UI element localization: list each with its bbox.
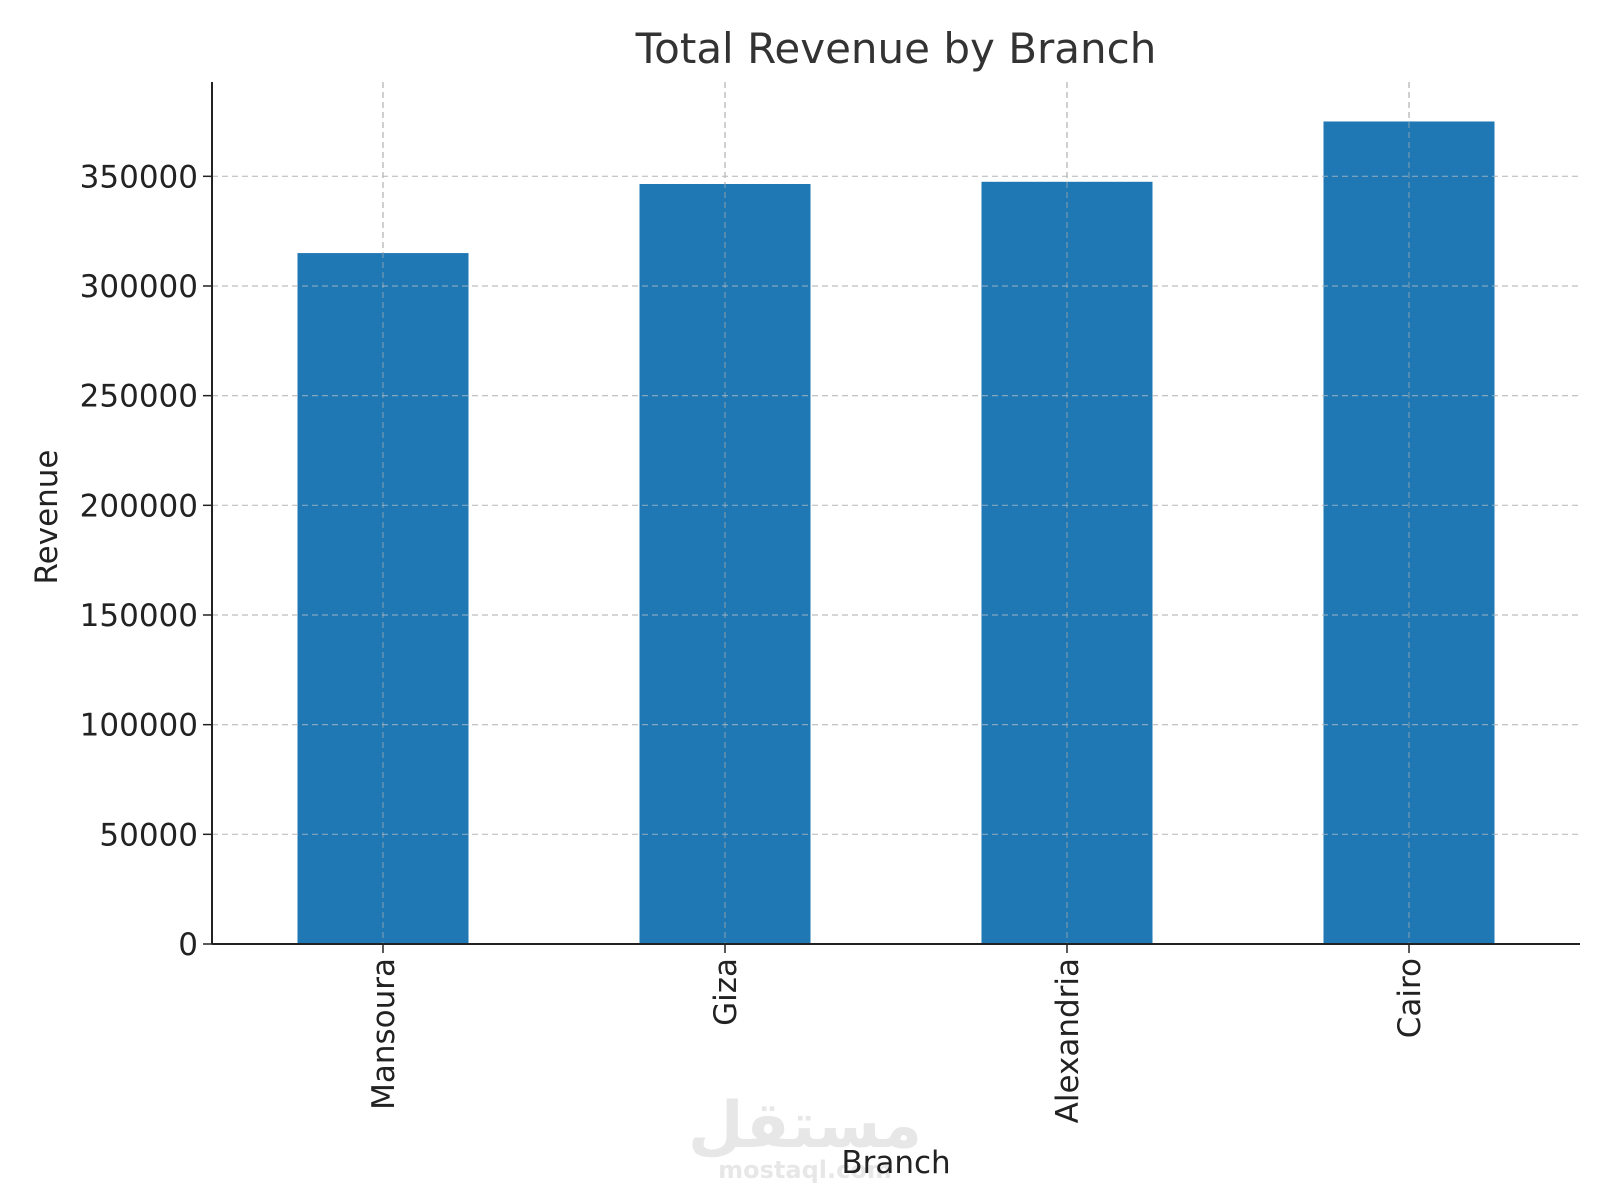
y-tick-label: 0 bbox=[178, 927, 198, 963]
chart-title: Total Revenue by Branch bbox=[635, 24, 1157, 73]
y-tick-label: 150000 bbox=[80, 598, 198, 634]
watermark-latin: mostaql.com bbox=[718, 1156, 892, 1184]
x-tick-label: Giza bbox=[708, 958, 744, 1026]
bar-mansoura bbox=[297, 253, 469, 944]
x-tick-label: Mansoura bbox=[366, 958, 402, 1110]
grid-overlay bbox=[212, 175, 1580, 835]
x-axis-label: Branch bbox=[841, 1145, 950, 1181]
x-tick-label: Alexandria bbox=[1050, 958, 1086, 1123]
y-tick-label: 300000 bbox=[80, 269, 198, 305]
y-axis-label: Revenue bbox=[29, 449, 65, 584]
y-tick-label: 50000 bbox=[99, 817, 198, 853]
bars bbox=[297, 121, 1495, 945]
y-tick-label: 100000 bbox=[80, 708, 198, 744]
y-tick-label: 250000 bbox=[80, 379, 198, 415]
y-tick-label: 350000 bbox=[80, 159, 198, 195]
y-tick-label: 200000 bbox=[80, 488, 198, 524]
y-tick-labels: 0 50000 100000 150000 200000 250000 300000 3500… bbox=[80, 159, 198, 963]
watermark-arabic: مستقل bbox=[688, 1089, 922, 1163]
axes bbox=[203, 82, 1580, 953]
x-tick-label: Cairo bbox=[1392, 958, 1428, 1038]
watermark: مستقل mostaql.com bbox=[688, 1089, 922, 1184]
x-tick-labels: Mansoura Giza Alexandria Cairo bbox=[366, 958, 1428, 1123]
